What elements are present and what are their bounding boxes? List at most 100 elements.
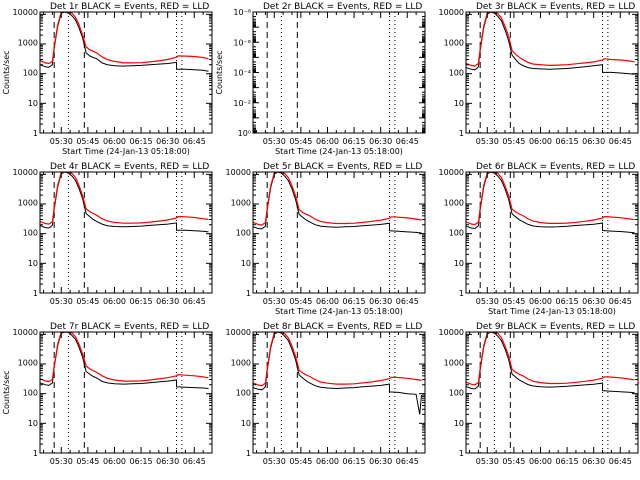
x-tick-label: 06:30 <box>582 137 605 146</box>
y-axis-label: Counts/sec <box>2 50 11 94</box>
panel-det-6: Det 6r BLACK = Events, RED = LLD 05:30 05:… <box>439 162 639 316</box>
panel-det-2: Det 2r BLACK = Events, RED = LLD 05:30 05:… <box>215 2 426 156</box>
x-tick-label: 06:30 <box>582 457 605 466</box>
x-tick-label: 06:15 <box>343 297 366 306</box>
lld-series-line <box>40 332 209 383</box>
x-tick-label: 05:30 <box>476 137 499 146</box>
y-tick-label: 10 <box>241 419 251 428</box>
y-tick-label: 10⁰ <box>238 129 251 138</box>
y-tick-label: 10⁻⁸ <box>233 8 251 17</box>
x-tick-label: 06:15 <box>130 137 153 146</box>
y-tick-label: 10000 <box>439 8 464 17</box>
x-tick-label: 06:30 <box>156 137 179 146</box>
y-tick-label: 1000 <box>444 38 464 47</box>
x-tick-label: 06:45 <box>183 137 206 146</box>
y-tick-label: 1 <box>33 129 38 138</box>
y-tick-label: 10⁻⁶ <box>233 38 251 47</box>
y-tick-label: 10 <box>28 419 38 428</box>
x-tick-label: 06:15 <box>343 137 366 146</box>
y-tick-label: 100 <box>23 69 38 78</box>
panel-det-7: Det 7r BLACK = Events, RED = LLD 05:30 05:… <box>2 322 213 466</box>
panel-title: Det 2r BLACK = Events, RED = LLD <box>263 2 422 12</box>
panel-title: Det 3r BLACK = Events, RED = LLD <box>476 2 635 12</box>
panel-det-4: Det 4r BLACK = Events, RED = LLD 05:30 05:… <box>13 162 213 306</box>
x-tick-label: 06:15 <box>556 457 579 466</box>
x-tick-label: 05:45 <box>76 457 99 466</box>
x-tick-label: 06:45 <box>396 457 419 466</box>
y-tick-label: 10000 <box>226 168 251 177</box>
y-tick-label: 10000 <box>13 168 38 177</box>
x-tick-label: 05:30 <box>50 457 73 466</box>
panel-title: Det 6r BLACK = Events, RED = LLD <box>476 162 635 172</box>
x-tick-label: 05:45 <box>289 137 312 146</box>
x-tick-label: 06:15 <box>130 457 153 466</box>
x-tick-label: 05:45 <box>502 137 525 146</box>
panel-title: Det 9r BLACK = Events, RED = LLD <box>476 322 635 332</box>
x-tick-label: 06:30 <box>369 297 392 306</box>
x-tick-label: 06:45 <box>183 297 206 306</box>
y-tick-label: 10000 <box>439 168 464 177</box>
x-tick-label: 06:45 <box>183 457 206 466</box>
y-tick-label: 100 <box>236 229 251 238</box>
plot-frame <box>465 331 639 454</box>
y-axis-label: Counts/sec <box>2 370 11 414</box>
lld-series-line <box>466 332 635 386</box>
x-tick-label: 06:00 <box>103 297 126 306</box>
plot-frame <box>39 331 213 454</box>
plot-frame <box>252 171 426 294</box>
x-tick-label: 06:00 <box>316 297 339 306</box>
x-axis-label: Start Time (24-Jan-13 05:18:00) <box>488 307 616 316</box>
lld-series-line <box>466 12 635 67</box>
x-tick-label: 06:00 <box>529 457 552 466</box>
y-tick-label: 1000 <box>18 198 38 207</box>
y-tick-label: 100 <box>23 229 38 238</box>
panel-title: Det 4r BLACK = Events, RED = LLD <box>50 162 209 172</box>
x-tick-label: 05:45 <box>502 457 525 466</box>
y-tick-label: 1000 <box>231 198 251 207</box>
x-tick-label: 05:30 <box>263 297 286 306</box>
y-tick-label: 10000 <box>226 328 251 337</box>
y-tick-label: 1 <box>459 129 464 138</box>
x-tick-label: 05:45 <box>76 297 99 306</box>
y-tick-label: 1 <box>459 449 464 458</box>
y-tick-label: 10⁻² <box>233 99 251 108</box>
y-tick-label: 100 <box>449 229 464 238</box>
panel-det-1: Det 1r BLACK = Events, RED = LLD 05:30 05:… <box>2 2 213 156</box>
y-tick-label: 1 <box>459 289 464 298</box>
panel-title: Det 7r BLACK = Events, RED = LLD <box>50 322 209 332</box>
y-tick-label: 100 <box>236 389 251 398</box>
y-tick-label: 1 <box>246 289 251 298</box>
y-tick-label: 100 <box>23 389 38 398</box>
x-tick-label: 06:30 <box>582 297 605 306</box>
lld-series-line <box>253 172 422 226</box>
x-tick-label: 06:00 <box>529 297 552 306</box>
y-tick-label: 10 <box>28 99 38 108</box>
y-tick-label: 1 <box>33 449 38 458</box>
panel-det-8: Det 8r BLACK = Events, RED = LLD 05:30 05:… <box>226 322 426 466</box>
x-tick-label: 05:30 <box>476 457 499 466</box>
y-tick-label: 10 <box>454 259 464 268</box>
x-tick-label: 06:45 <box>609 457 632 466</box>
y-tick-label: 10000 <box>439 328 464 337</box>
panel-title: Det 8r BLACK = Events, RED = LLD <box>263 322 422 332</box>
x-tick-label: 06:30 <box>156 457 179 466</box>
x-tick-label: 06:45 <box>609 297 632 306</box>
x-tick-label: 06:45 <box>609 137 632 146</box>
x-tick-label: 05:30 <box>263 137 286 146</box>
lld-series-line <box>40 172 209 225</box>
y-tick-label: 1000 <box>18 358 38 367</box>
x-tick-label: 06:00 <box>103 457 126 466</box>
x-tick-label: 06:30 <box>369 457 392 466</box>
x-tick-label: 06:30 <box>156 297 179 306</box>
x-tick-label: 05:45 <box>502 297 525 306</box>
x-tick-label: 06:15 <box>343 457 366 466</box>
panel-det-3: Det 3r BLACK = Events, RED = LLD 05:30 05:… <box>439 2 639 146</box>
x-tick-label: 05:45 <box>289 457 312 466</box>
panel-title: Det 5r BLACK = Events, RED = LLD <box>263 162 422 172</box>
y-tick-label: 10 <box>454 419 464 428</box>
x-axis-label: Start Time (24-Jan-13 05:18:00) <box>62 147 190 156</box>
x-tick-label: 06:00 <box>529 137 552 146</box>
x-tick-label: 06:15 <box>556 137 579 146</box>
